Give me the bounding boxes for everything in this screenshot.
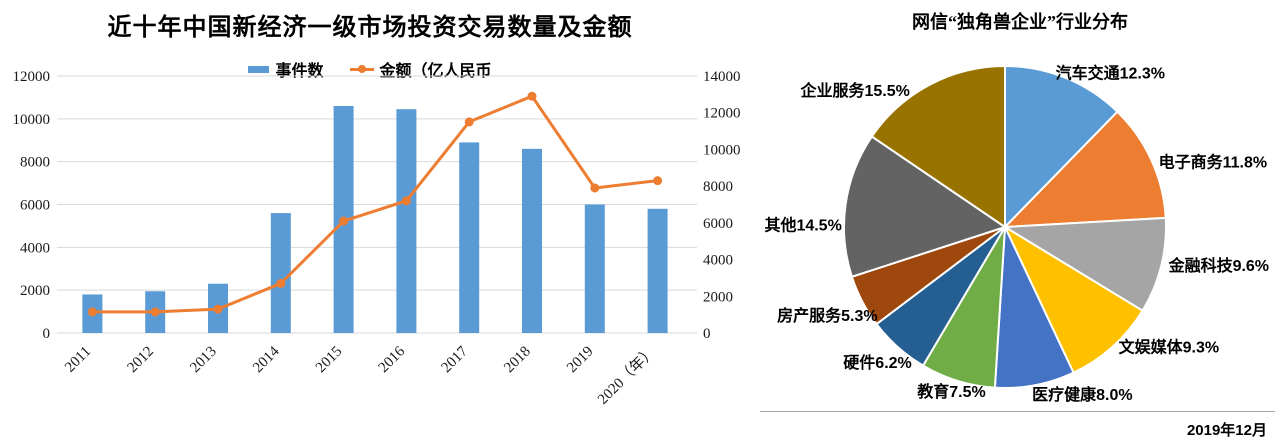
left-axis-tick-8000: 8000 <box>20 155 50 171</box>
right-axis-tick-10000: 10000 <box>703 142 740 158</box>
pie-label-9: 企业服务15.5% <box>799 81 909 100</box>
bar-2017 <box>459 142 480 333</box>
pie-label-4: 医疗健康8.0% <box>1032 385 1132 404</box>
combo-chart-title: 近十年中国新经济一级市场投资交易数量及金额 <box>107 15 633 41</box>
right-axis-tick-6000: 6000 <box>703 216 733 232</box>
bar-series-swatch-icon <box>248 65 270 73</box>
x-label-2018: 2018 <box>501 344 534 377</box>
left-axis-tick-6000: 6000 <box>20 198 50 214</box>
x-label-2013: 2013 <box>187 344 220 377</box>
pie-label-7: 房产服务5.3% <box>777 306 877 325</box>
bar-2016 <box>396 109 417 333</box>
right-axis-tick-4000: 4000 <box>703 253 733 269</box>
amount-line <box>92 94 658 314</box>
line-point-2011 <box>87 307 97 317</box>
right-axis-tick-0: 0 <box>703 326 711 342</box>
pie-chart: 网信“独角兽企业”行业分布 汽车交通12.3% 电子商务11.8% 金融科技9.6%… <box>760 0 1280 440</box>
pie-slice-9 <box>870 65 1006 228</box>
x-label-2017: 2017 <box>439 343 472 376</box>
right-axis-tick-8000: 8000 <box>703 179 733 195</box>
bar-2020 <box>647 208 668 333</box>
pie-label-2: 金融科技9.6% <box>1168 256 1269 275</box>
line-point-2016 <box>401 196 411 206</box>
line-point-2012 <box>150 307 160 317</box>
x-label-2019: 2019 <box>564 344 597 377</box>
line-point-2019 <box>590 183 600 193</box>
pie-chart-plot: 汽车交通12.3% 电子商务11.8% 金融科技9.6% 文娱媒体9.3% 医疗健康8.… <box>764 63 1269 404</box>
x-label-2016: 2016 <box>376 343 409 376</box>
left-axis-tick-2000: 2000 <box>20 283 50 299</box>
right-axis-tick-14000: 14000 <box>703 69 740 85</box>
pie-label-3: 文娱媒体9.3% <box>1119 337 1219 356</box>
combo-chart-plot: 0 2000 4000 6000 8000 10000 12000 0 2000 4000 6000… <box>13 69 741 408</box>
pie-label-1: 电子商务11.8% <box>1159 153 1268 172</box>
pie-slice-8 <box>843 135 1006 278</box>
line-series-swatch-icon <box>349 65 374 73</box>
x-label-2015: 2015 <box>313 344 346 377</box>
x-label-2011: 2011 <box>62 344 94 376</box>
line-point-2018 <box>527 91 537 101</box>
pie-label-6: 硬件6.2% <box>843 353 911 372</box>
left-axis-tick-4000: 4000 <box>20 240 50 256</box>
pie-label-0: 汽车交通12.3% <box>1056 63 1165 82</box>
bar-2019 <box>584 204 605 333</box>
pie-chart-title: 网信“独角兽企业”行业分布 <box>912 12 1128 32</box>
pie-slice-1 <box>1004 110 1167 228</box>
bar-2018 <box>522 148 542 333</box>
x-label-2020: 2020（年） <box>594 343 659 408</box>
combo-chart: 近十年中国新经济一级市场投资交易数量及金额 事件数 金额（亿人民币 0 2000 4… <box>13 15 741 408</box>
pie-footnote: 2019年12月 <box>760 411 1275 440</box>
pie-slice-3 <box>1004 226 1144 374</box>
pie-label-5: 教育7.5% <box>917 382 985 401</box>
left-axis-tick-0: 0 <box>43 326 51 342</box>
line-point-2020 <box>653 176 663 186</box>
bar-2014 <box>270 213 291 333</box>
x-label-2014: 2014 <box>250 343 283 376</box>
x-label-2012: 2012 <box>125 344 158 377</box>
pie-footnote-date: 2019年12月 <box>1186 422 1267 439</box>
pie-label-8: 其他14.5% <box>764 215 841 234</box>
line-point-2013 <box>213 304 223 314</box>
line-point-2017 <box>464 117 474 127</box>
pie-slice-2 <box>1004 216 1167 312</box>
left-axis-tick-10000: 10000 <box>13 112 51 128</box>
right-axis-tick-12000: 12000 <box>703 106 740 122</box>
left-axis-tick-12000: 12000 <box>13 69 51 85</box>
line-point-2015 <box>339 216 349 226</box>
pie-slice-0 <box>1004 65 1119 228</box>
right-axis-tick-2000: 2000 <box>703 289 733 305</box>
line-point-2014 <box>276 278 286 288</box>
